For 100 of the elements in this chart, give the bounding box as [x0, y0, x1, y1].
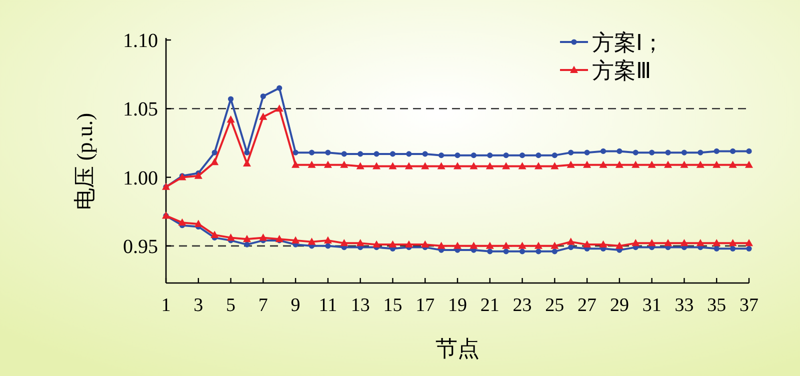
point	[566, 160, 575, 168]
point	[308, 160, 316, 168]
point	[372, 162, 381, 170]
point	[536, 248, 542, 254]
point	[698, 150, 704, 156]
point	[388, 162, 397, 170]
point	[390, 151, 396, 157]
point	[325, 243, 331, 249]
point	[242, 234, 251, 242]
point	[275, 234, 284, 242]
legend-label: 方案Ⅰ；	[592, 30, 664, 55]
point	[566, 238, 575, 245]
point	[519, 248, 526, 254]
point	[746, 148, 752, 154]
point	[534, 242, 542, 249]
point	[374, 151, 380, 157]
x-tick-label: 25	[545, 295, 564, 316]
point	[406, 151, 412, 157]
point	[437, 242, 446, 249]
point	[600, 148, 606, 154]
point	[648, 160, 656, 168]
point	[356, 238, 364, 246]
x-tick-label: 3	[194, 295, 204, 316]
x-tick-label: 29	[610, 295, 629, 316]
x-tick-label: 11	[318, 295, 338, 316]
x-tick-label: 7	[258, 295, 268, 316]
point	[728, 238, 737, 246]
point	[745, 238, 753, 246]
point	[552, 248, 558, 254]
point	[649, 150, 655, 156]
point	[242, 159, 251, 167]
x-tick-label: 1	[161, 295, 171, 316]
y-tick-label: 1.05	[123, 98, 158, 121]
point	[648, 238, 656, 246]
point	[308, 238, 316, 245]
x-tick-label: 13	[350, 295, 370, 316]
point	[503, 248, 509, 254]
point	[632, 160, 640, 168]
point	[341, 151, 347, 157]
point	[340, 238, 348, 246]
point	[664, 160, 672, 168]
point	[292, 236, 300, 244]
point	[259, 112, 268, 120]
point	[745, 160, 753, 168]
point	[340, 160, 348, 168]
point	[714, 246, 720, 252]
point	[275, 104, 284, 112]
point	[308, 150, 315, 156]
point	[276, 85, 282, 91]
point	[632, 150, 638, 156]
legend-label: 方案Ⅲ	[592, 58, 651, 83]
point	[226, 233, 235, 241]
point	[212, 150, 218, 156]
point	[454, 162, 462, 170]
y-tick-label: 1.00	[123, 167, 158, 190]
point	[194, 220, 202, 227]
point	[550, 242, 559, 249]
point	[680, 160, 688, 168]
point	[324, 236, 332, 244]
point	[388, 240, 397, 248]
point	[584, 150, 590, 156]
point	[632, 238, 640, 246]
point	[583, 240, 592, 248]
x-tick-label: 27	[578, 295, 597, 316]
y-tick-label: 1.10	[123, 30, 158, 52]
point	[454, 152, 460, 158]
point	[292, 160, 300, 168]
point	[536, 152, 542, 158]
point	[358, 151, 364, 157]
point	[712, 238, 721, 246]
point	[210, 230, 219, 238]
point	[178, 218, 186, 226]
point	[470, 162, 478, 170]
point	[728, 160, 737, 168]
point	[404, 162, 413, 170]
point	[487, 248, 493, 254]
point	[292, 150, 298, 156]
point	[421, 240, 430, 248]
point	[503, 152, 509, 158]
point	[324, 160, 332, 168]
x-tick-label: 21	[480, 295, 500, 316]
x-tick-label: 19	[448, 295, 467, 316]
point	[746, 246, 752, 252]
point	[487, 152, 493, 158]
x-tick-label: 5	[226, 295, 236, 316]
x-tick-label: 23	[512, 295, 532, 316]
x-tick-label: 37	[740, 295, 758, 316]
point	[696, 160, 704, 168]
point	[583, 160, 592, 168]
point	[664, 238, 672, 246]
point	[470, 242, 478, 249]
x-axis-title: 节点	[436, 336, 480, 361]
point	[372, 240, 381, 248]
point	[259, 233, 268, 241]
point	[730, 148, 736, 154]
point	[680, 238, 688, 246]
point	[730, 246, 736, 252]
point	[486, 242, 494, 249]
point	[681, 150, 688, 156]
point	[615, 160, 624, 168]
